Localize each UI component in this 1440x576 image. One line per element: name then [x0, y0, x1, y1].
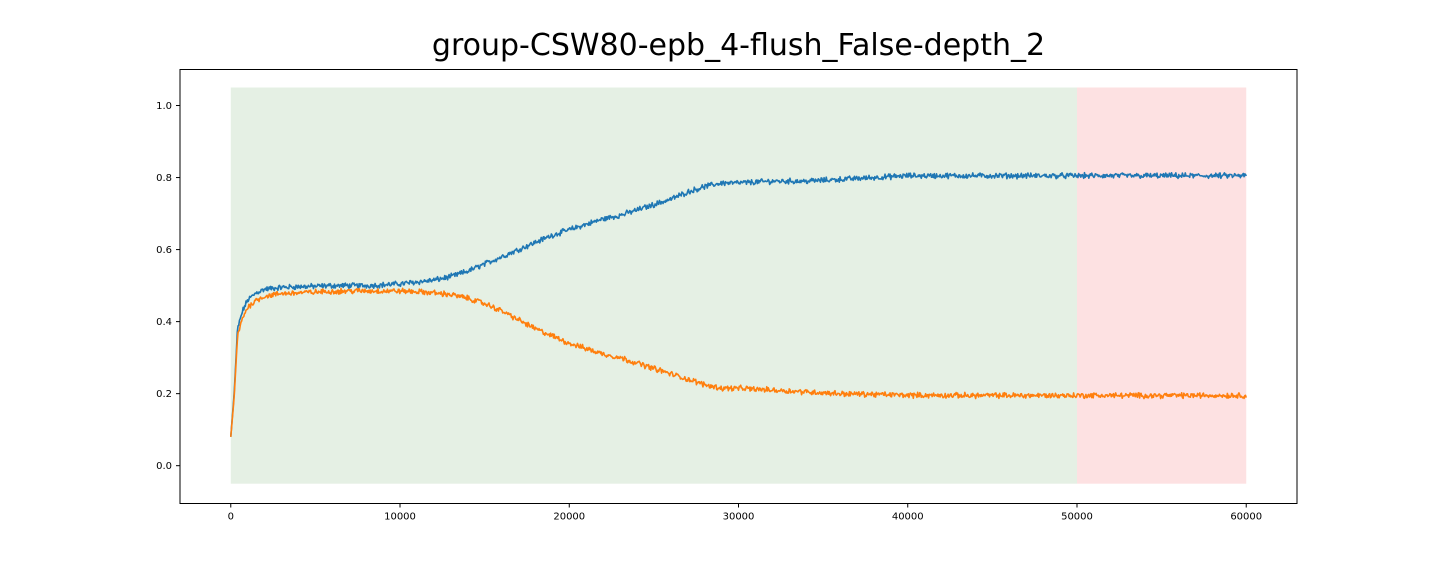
series-line-1	[229, 171, 1247, 437]
y-tick-label: 1.0	[156, 101, 172, 112]
y-tick-label: 0.6	[156, 245, 172, 256]
x-tick-label: 40000	[892, 512, 924, 523]
shaded-region-2	[1076, 87, 1247, 484]
x-axis-ticks: 0 10000 20000 30000 40000 50000 60000	[228, 503, 1262, 523]
x-tick-label: 10000	[384, 512, 416, 523]
y-axis-ticks: 0.0 0.2 0.4 0.6 0.8 1.0	[156, 101, 180, 472]
series-line-2	[229, 287, 1247, 437]
x-tick-label: 20000	[553, 512, 585, 523]
series-lines	[229, 171, 1247, 437]
x-tick-label: 60000	[1230, 512, 1262, 523]
y-tick-label: 0.4	[156, 317, 172, 328]
y-tick-label: 0.8	[156, 173, 172, 184]
x-tick-label: 30000	[723, 512, 755, 523]
x-tick-label: 50000	[1061, 512, 1093, 523]
y-tick-label: 0.2	[156, 389, 172, 400]
x-tick-label: 0	[228, 512, 234, 523]
y-tick-label: 0.0	[156, 461, 172, 472]
chart-title: group-CSW80-epb_4-flush_False-depth_2	[431, 28, 1046, 63]
